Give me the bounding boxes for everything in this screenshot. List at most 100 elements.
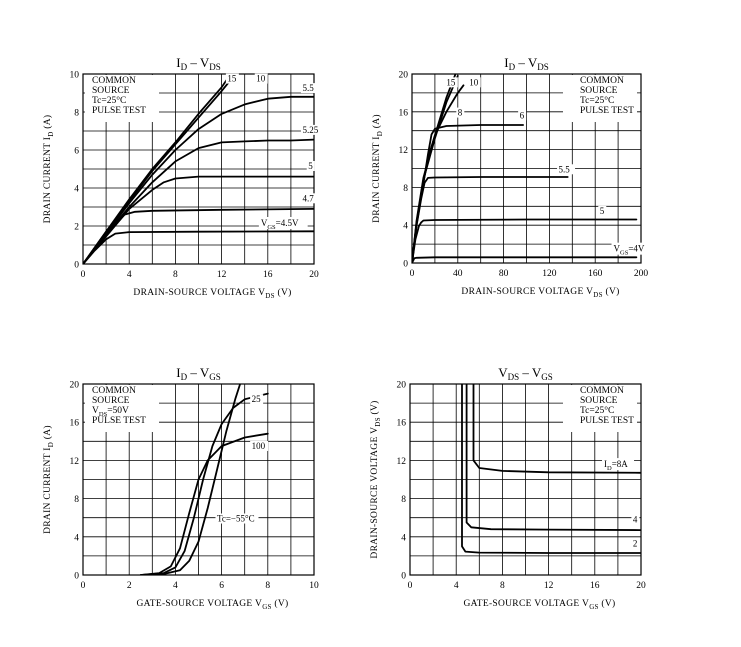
label-background [611, 242, 650, 255]
y-tick-label: 20 [70, 381, 80, 391]
x-tick-label: 8 [173, 270, 178, 280]
x-tick-label: 6 [219, 581, 224, 591]
chart-title: ID – VDS [504, 55, 549, 72]
note-line: COMMON [92, 76, 136, 86]
series-group [83, 74, 314, 264]
series-line [139, 432, 269, 575]
y-axis-label: DRAIN CURRENT ID (A) [42, 115, 55, 224]
note-line: SOURCE [92, 396, 130, 406]
series-group [412, 74, 638, 263]
x-tick-label: 40 [453, 269, 463, 279]
x-tick-label: 4 [127, 270, 132, 280]
series-group [139, 384, 269, 575]
series-line [139, 384, 241, 575]
series-label: 5.5 [559, 164, 571, 174]
label-background [300, 124, 324, 135]
series-label: 6 [520, 110, 525, 120]
y-tick-label: 16 [397, 419, 407, 429]
label-background [225, 73, 239, 84]
x-tick-label: 0 [81, 581, 86, 591]
note-line: SOURCE [580, 396, 618, 406]
chart-title: ID – VDS [176, 55, 221, 72]
series-line [461, 384, 641, 554]
series-label: 15 [446, 77, 456, 87]
x-tick-label: 0 [410, 269, 415, 279]
x-axis-label: DRAIN-SOURCE VOLTAGE VDS (V) [133, 287, 291, 300]
note-line: PULSE TEST [92, 106, 146, 116]
label-background [598, 205, 607, 216]
note-line: COMMON [580, 76, 624, 86]
y-tick-label: 12 [397, 457, 407, 467]
y-tick-label: 4 [74, 185, 79, 195]
label-background [557, 164, 576, 175]
x-tick-label: 120 [542, 269, 557, 279]
x-tick-label: 10 [309, 581, 319, 591]
series-label: ID=8A [604, 459, 628, 472]
series-line [412, 176, 569, 263]
series-label: 8 [458, 108, 463, 118]
x-axis-label: GATE-SOURCE VOLTAGE VGS (V) [463, 598, 615, 611]
x-tick-label: 0 [408, 581, 413, 591]
series-label: 100 [252, 441, 266, 451]
label-background [250, 440, 269, 451]
x-tick-label: 4 [173, 581, 178, 591]
series-label: Tc=−55°C [217, 514, 255, 524]
note-line: PULSE TEST [580, 416, 634, 426]
note-line: Tc=25°C [580, 405, 614, 416]
label-background [631, 514, 640, 525]
notes-background [85, 75, 159, 122]
x-tick-label: 8 [265, 581, 270, 591]
series-label: 2 [633, 538, 638, 548]
series-line [472, 384, 641, 474]
label-background [444, 77, 458, 88]
series-label: 4 [633, 514, 638, 524]
x-tick-label: 16 [263, 270, 273, 280]
plot-frame [82, 383, 315, 576]
y-axis-label: DRAIN CURRENT ID (A) [371, 114, 384, 223]
y-tick-label: 16 [399, 108, 409, 118]
plot-frame [411, 73, 642, 264]
series-line [83, 95, 314, 264]
chart-title: ID – VGS [176, 365, 221, 382]
notes-background [85, 385, 159, 432]
series-label: 5 [600, 206, 605, 216]
note-line: SOURCE [580, 86, 618, 96]
x-tick-label: 0 [81, 270, 86, 280]
series-label: 4.7 [302, 193, 314, 203]
label-background [215, 513, 259, 524]
x-tick-label: 20 [636, 581, 646, 591]
y-tick-label: 4 [401, 533, 406, 543]
note-line: PULSE TEST [580, 106, 634, 116]
series-label: VGS=4V [614, 244, 645, 257]
x-tick-label: 20 [309, 270, 319, 280]
note-line: PULSE TEST [92, 416, 146, 426]
x-axis-label: GATE-SOURCE VOLTAGE VGS (V) [136, 598, 288, 611]
label-background [300, 83, 319, 94]
series-line [412, 218, 638, 263]
y-tick-label: 8 [74, 495, 79, 505]
chart-title: VDS – VGS [498, 365, 553, 382]
y-tick-label: 20 [399, 71, 409, 81]
label-background [258, 217, 308, 229]
y-tick-label: 10 [70, 71, 80, 81]
note-line: Tc=25°C [580, 95, 614, 106]
notes-background [563, 385, 637, 432]
y-tick-label: 8 [401, 495, 406, 505]
note-line: COMMON [92, 386, 136, 396]
y-tick-label: 2 [74, 223, 79, 233]
label-background [306, 161, 315, 171]
series-line [412, 124, 524, 263]
label-background [602, 458, 635, 471]
x-tick-label: 80 [499, 269, 509, 279]
x-tick-label: 8 [500, 581, 505, 591]
y-tick-label: 6 [74, 147, 79, 157]
note-line: VDS=50V [92, 406, 129, 418]
y-tick-label: 4 [74, 533, 79, 543]
label-background [250, 394, 264, 405]
x-tick-label: 160 [588, 269, 603, 279]
series-label: 25 [252, 394, 262, 404]
series-line [465, 384, 641, 531]
